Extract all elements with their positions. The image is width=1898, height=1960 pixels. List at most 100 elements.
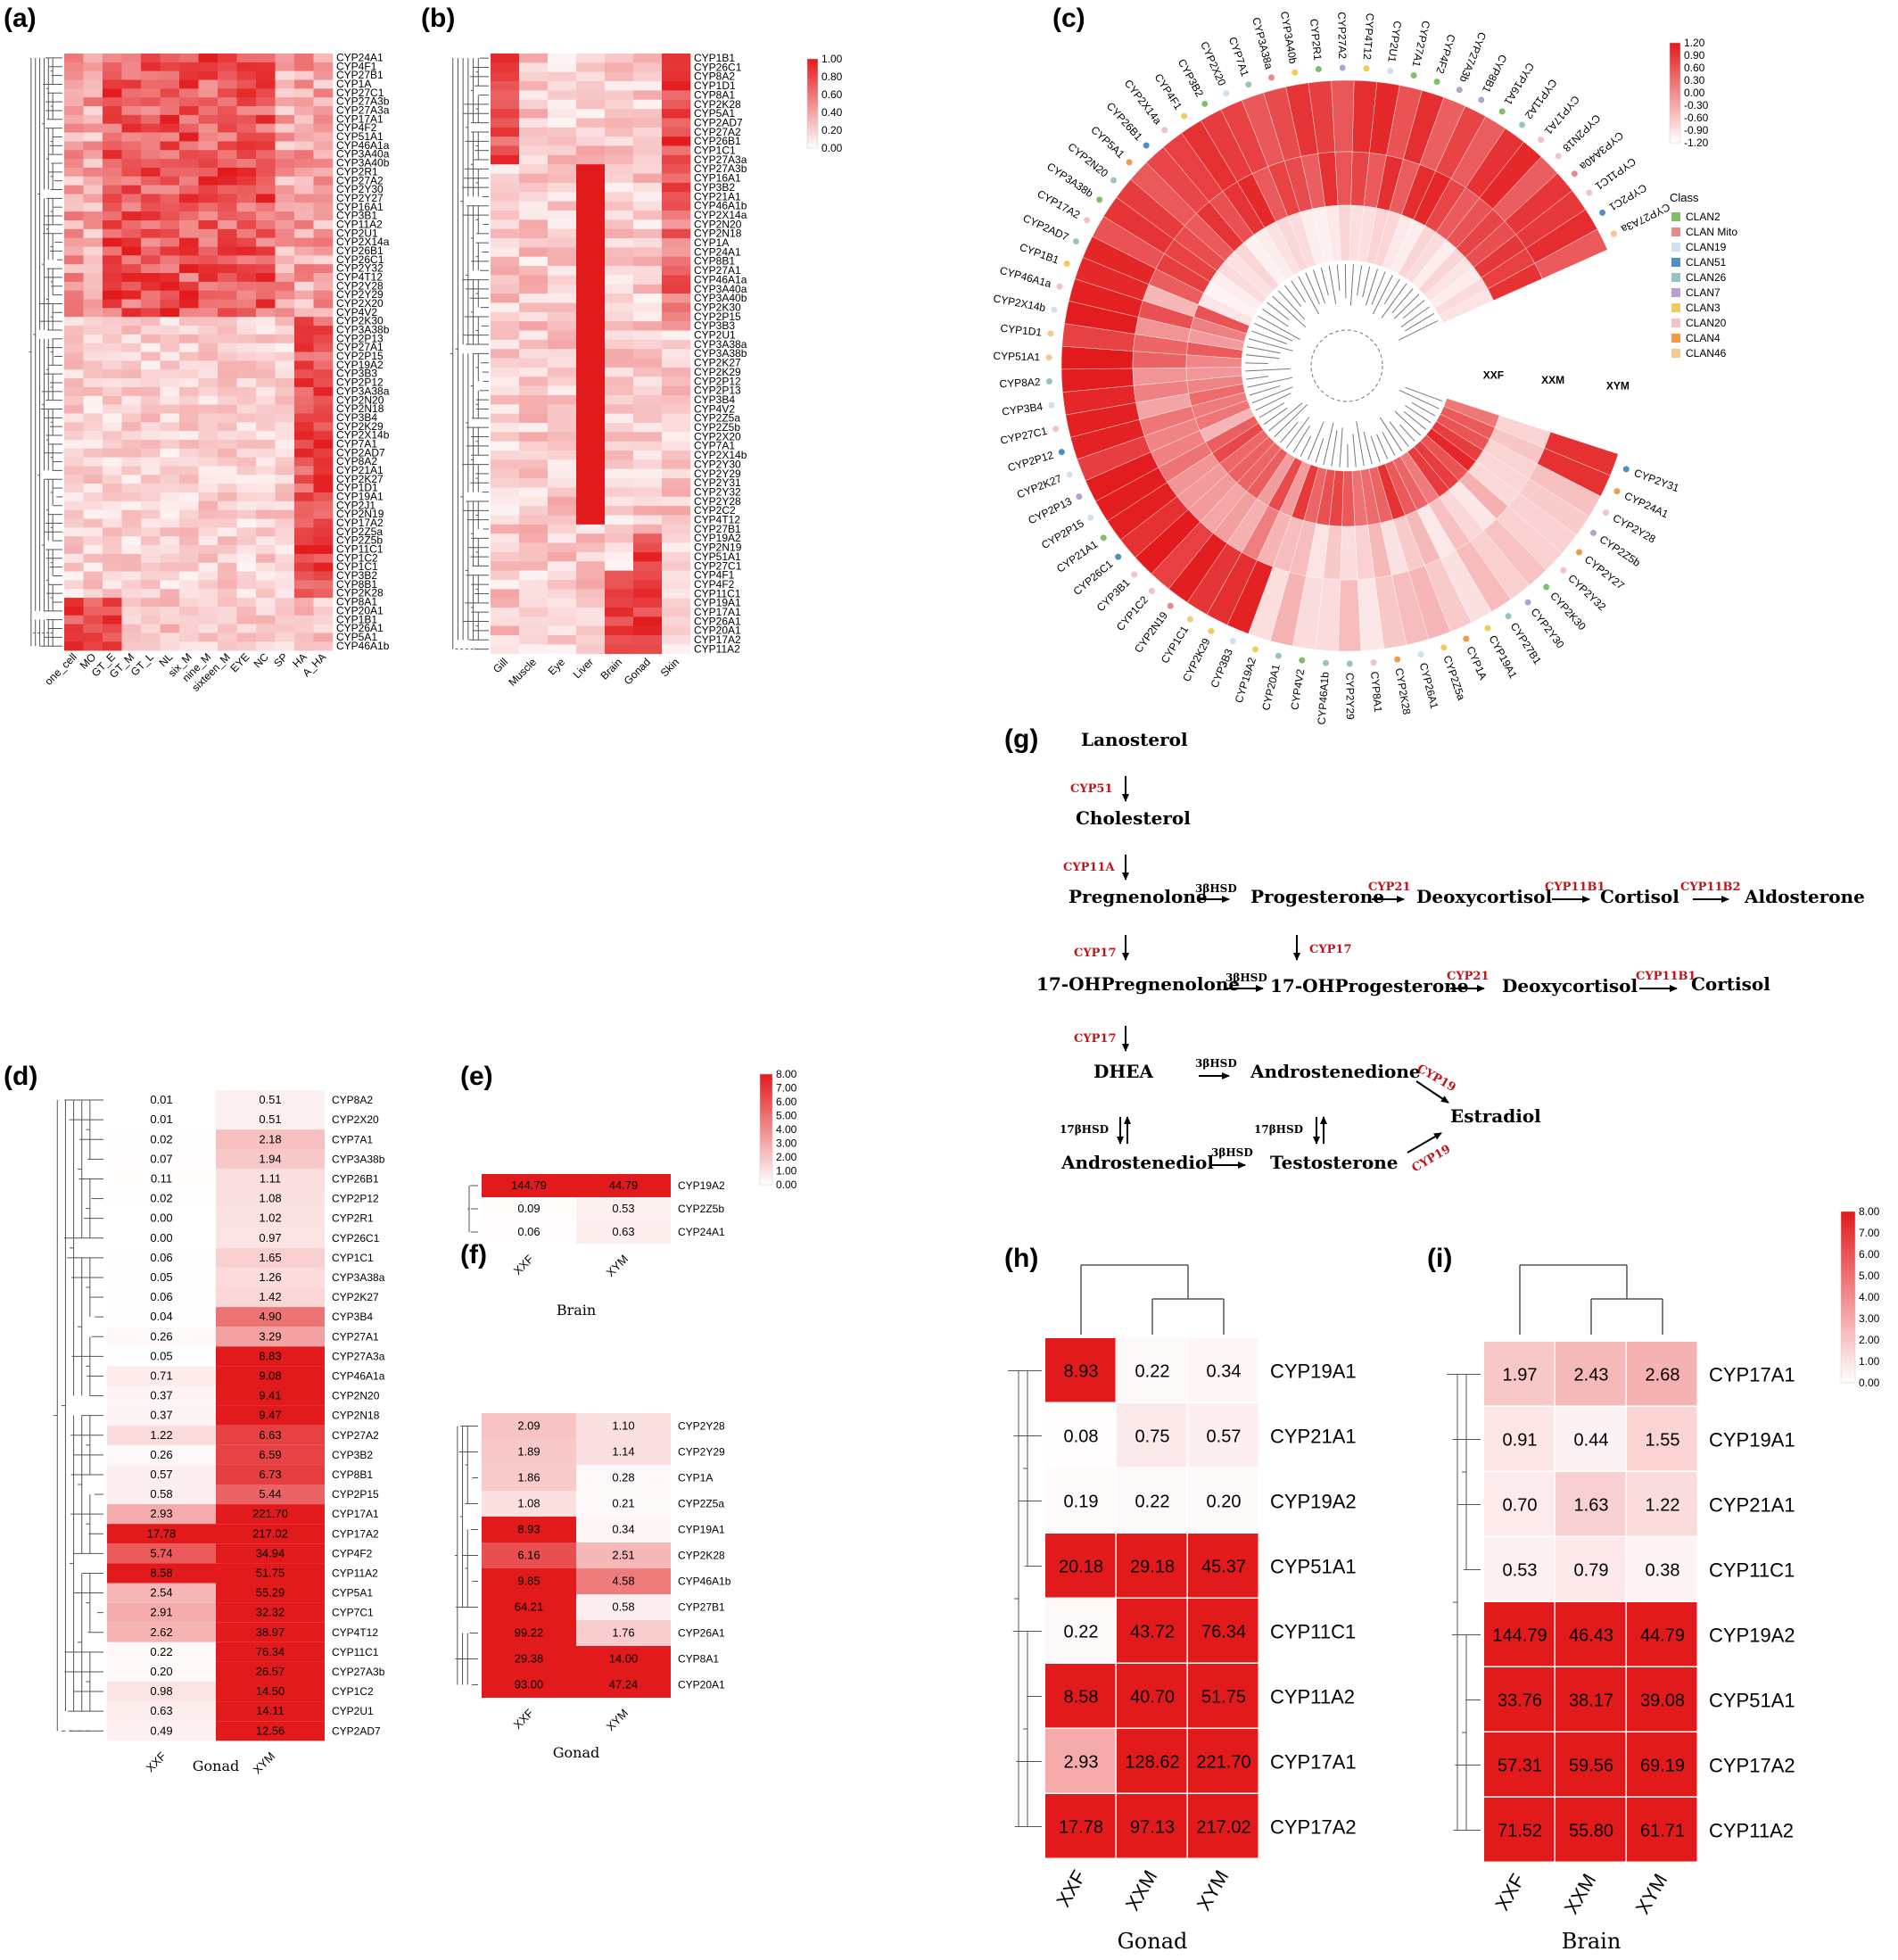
heatmap-b-cell bbox=[519, 579, 549, 590]
heatmap-a-cell bbox=[313, 114, 334, 125]
heatmap-b-gene-label: CYP4F2 bbox=[694, 578, 735, 591]
enzyme-3bhsd-4: 3βHSD bbox=[1211, 1146, 1253, 1159]
heatmap-b-cell bbox=[633, 54, 663, 63]
heatmap-i-cell bbox=[1556, 1798, 1626, 1862]
heatmap-b-cell bbox=[605, 339, 634, 350]
heatmap-b-cell bbox=[548, 136, 577, 146]
heatmap-h-cell bbox=[1117, 1794, 1187, 1858]
heatmap-b-cell bbox=[633, 432, 663, 442]
heatmap-b-cell bbox=[576, 173, 606, 184]
heatmap-a-cell bbox=[160, 633, 180, 642]
heatmap-a-cell bbox=[236, 219, 257, 230]
heatmap-b-cell bbox=[605, 644, 634, 655]
heatmap-a-column-label: NC bbox=[252, 650, 271, 670]
heatmap-a-cell bbox=[121, 62, 142, 71]
heatmap-a-cell bbox=[218, 185, 237, 194]
heatmap-a-cell bbox=[313, 509, 334, 519]
panel-label-b: (b) bbox=[421, 4, 455, 33]
heatmap-f-value: 1.14 bbox=[612, 1445, 634, 1459]
circular-class-dot bbox=[1291, 69, 1299, 76]
heatmap-a-cell bbox=[256, 97, 276, 107]
heatmap-b-gene-label: CYP24A1 bbox=[694, 245, 741, 258]
heatmap-a-cell bbox=[83, 369, 103, 379]
heatmap-b-cell bbox=[633, 145, 663, 156]
heatmap-a-cell bbox=[121, 500, 142, 510]
heatmap-a-cell bbox=[64, 123, 84, 133]
circular-class-dot bbox=[1052, 426, 1060, 433]
heatmap-a-cell bbox=[160, 527, 180, 537]
heatmap-a-gene-label: CYP27A3b bbox=[336, 95, 390, 108]
heatmap-a-cell bbox=[275, 150, 295, 160]
heatmap-a-cell bbox=[141, 203, 161, 212]
heatmap-a-cell bbox=[64, 317, 84, 327]
heatmap-b-cell bbox=[548, 90, 577, 101]
heatmap-b-cell bbox=[605, 358, 634, 368]
heatmap-d-cell bbox=[107, 1090, 216, 1111]
heatmap-d-value: 38.97 bbox=[256, 1625, 285, 1639]
heatmap-b-cell bbox=[605, 62, 634, 72]
heatmap-b-cell bbox=[605, 136, 634, 146]
heatmap-a-cell bbox=[121, 439, 142, 450]
heatmap-a-cell bbox=[198, 431, 219, 441]
heatmap-a-cell bbox=[256, 536, 276, 546]
heatmap-a-cell bbox=[141, 598, 161, 608]
heatmap-h-cell bbox=[1045, 1599, 1116, 1663]
heatmap-a-cell bbox=[256, 360, 276, 370]
circular-dendrogram bbox=[1258, 402, 1285, 418]
node-17-oh-progesterone: 17-OHProgesterone bbox=[1270, 975, 1468, 997]
heatmap-a-cell bbox=[64, 246, 84, 256]
heatmap-b-cell bbox=[519, 608, 549, 617]
heatmap-a-cell bbox=[236, 598, 257, 608]
heatmap-a-cell bbox=[64, 132, 84, 142]
heatmap-h-cell bbox=[1117, 1468, 1187, 1533]
circular-class-dot bbox=[1440, 644, 1448, 651]
heatmap-a-cell bbox=[294, 369, 314, 379]
heatmap-b-cell bbox=[662, 173, 691, 184]
heatmap-a-cell bbox=[141, 484, 161, 493]
heatmap-a-cell bbox=[198, 141, 219, 151]
heatmap-b-cell bbox=[576, 256, 606, 267]
heatmap-b-cell bbox=[491, 413, 520, 424]
heatmap-a-cell bbox=[236, 571, 257, 581]
heatmap-a-cell bbox=[64, 641, 84, 651]
heatmap-b-cell bbox=[548, 256, 577, 267]
heatmap-b-cell bbox=[519, 164, 549, 174]
heatmap-i-cell bbox=[1556, 1667, 1626, 1732]
heatmap-a-cell bbox=[121, 343, 142, 352]
heatmap-a-cell bbox=[313, 343, 334, 352]
heatmap-a-cell bbox=[294, 351, 314, 361]
heatmap-a-cell bbox=[236, 203, 257, 212]
heatmap-a-cell bbox=[275, 281, 295, 291]
heatmap-a-cell bbox=[294, 431, 314, 441]
heatmap-d-value: 0.37 bbox=[150, 1409, 172, 1422]
heatmap-a-cell bbox=[83, 395, 103, 405]
heatmap-a-cell bbox=[64, 159, 84, 169]
heatmap-a-cell bbox=[83, 123, 103, 133]
heatmap-b-cell bbox=[633, 542, 663, 553]
node-progesterone: Progesterone bbox=[1250, 886, 1384, 907]
heatmap-a-cell bbox=[160, 185, 180, 194]
circular-dendrogram bbox=[1356, 421, 1365, 467]
heatmap-a-gene-label: CYP3B1 bbox=[336, 210, 377, 222]
heatmap-a-gene-label: CYP19A2 bbox=[336, 359, 384, 371]
heatmap-a-cell bbox=[83, 176, 103, 186]
heatmap-a-cell bbox=[64, 615, 84, 624]
circular-gene-label: CYP2U1 bbox=[1385, 20, 1404, 63]
heatmap-h-gene-label: CYP51A1 bbox=[1270, 1556, 1357, 1578]
class-legend-swatch bbox=[1671, 212, 1680, 221]
heatmap-b-cell bbox=[662, 109, 691, 119]
heatmap-a-cell bbox=[275, 633, 295, 642]
heatmap-e-cell bbox=[482, 1197, 576, 1220]
heatmap-d-gene-label: CYP2N18 bbox=[332, 1410, 380, 1422]
circular-gene-label: CYP2K28 bbox=[1393, 667, 1414, 716]
heatmap-a-gene-label: CYP21A1 bbox=[336, 464, 384, 476]
heatmap-b-cell bbox=[576, 561, 606, 571]
scale-hi-tick: 3.00 bbox=[1859, 1312, 1880, 1325]
heatmap-b-gene-label: CYP19A1 bbox=[694, 597, 741, 609]
heatmap-a-cell bbox=[160, 641, 180, 651]
heatmap-e-value: 0.53 bbox=[612, 1202, 634, 1215]
heatmap-a-cell bbox=[121, 308, 142, 318]
heatmap-b-cell bbox=[662, 311, 691, 322]
heatmap-a-cell bbox=[121, 457, 142, 467]
heatmap-a-cell bbox=[160, 466, 180, 476]
